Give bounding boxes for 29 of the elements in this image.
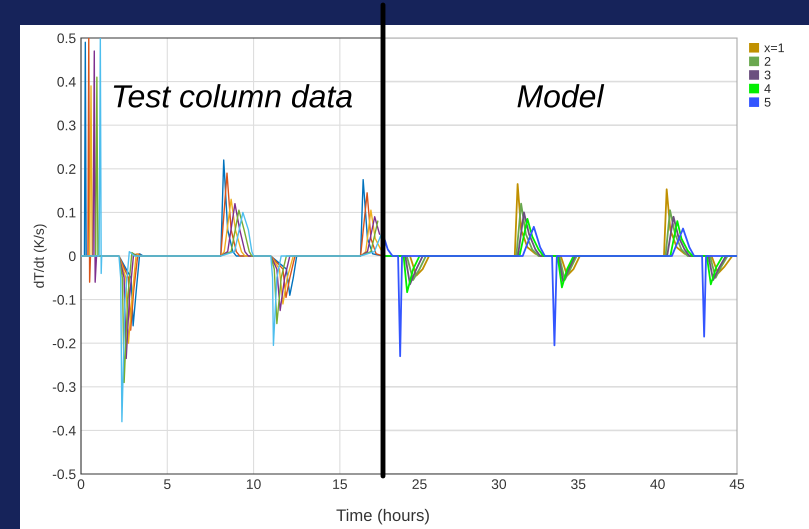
legend-label: 2	[764, 56, 770, 66]
y-tick-label: -0.5	[52, 469, 76, 480]
x-tick-label: 5	[164, 479, 171, 490]
y-tick-label: 0	[68, 251, 76, 262]
y-tick-label: -0.1	[52, 294, 76, 305]
y-tick-label: 0.1	[57, 208, 76, 218]
x-tick-label: 15	[333, 479, 347, 490]
y-axis-title: dT/dt (K/s)	[34, 224, 47, 288]
x-tick-label: 40	[650, 479, 665, 490]
legend-label: 3	[764, 70, 770, 80]
x-tick-label: 10	[246, 479, 261, 490]
y-tick-label: -0.4	[52, 426, 76, 436]
y-tick-label: -0.2	[52, 338, 76, 348]
y-tick-label: 0.2	[57, 164, 76, 174]
y-tick-label: 0.3	[57, 120, 76, 130]
y-tick-label: 0.4	[57, 76, 76, 87]
x-tick-label: 45	[730, 479, 744, 490]
legend-label: x=1	[764, 44, 784, 52]
x-tick-label: 0	[78, 479, 84, 490]
annotation: Model	[517, 84, 604, 108]
x-axis-title: Time (hours)	[336, 508, 429, 524]
legend-label: 5	[764, 98, 771, 107]
x-tick-label: 35	[571, 479, 586, 490]
legend-label: 4	[764, 84, 771, 93]
y-tick-label: 0.5	[57, 33, 76, 44]
x-tick-label: 30	[492, 479, 506, 490]
annotation: Test column data	[114, 84, 352, 108]
y-tick-label: -0.3	[52, 382, 76, 392]
x-tick-label: 25	[412, 479, 427, 490]
